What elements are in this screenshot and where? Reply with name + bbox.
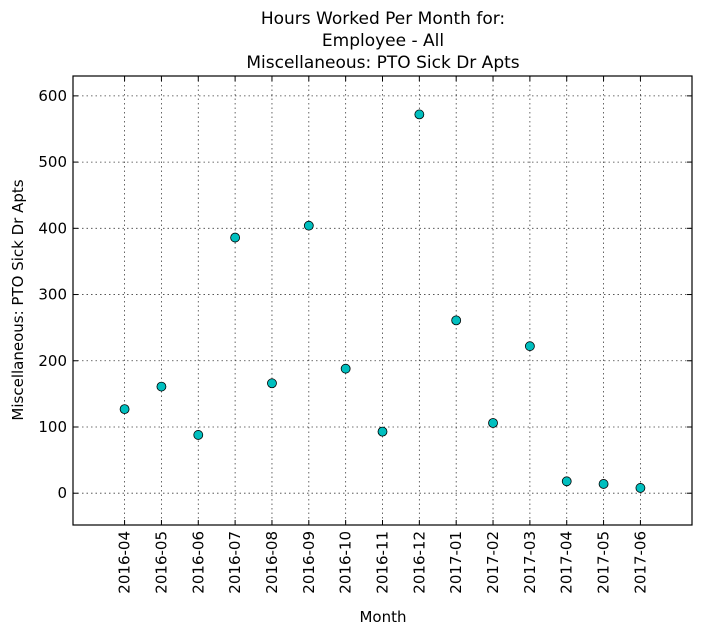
x-tick-label: 2016-05 <box>152 531 170 594</box>
chart-title: Hours Worked Per Month for: Employee - A… <box>246 9 519 73</box>
y-tick-label: 300 <box>38 286 67 304</box>
y-tick-label: 200 <box>38 352 67 370</box>
x-tick-label: 2016-07 <box>226 531 244 594</box>
y-tick-label: 400 <box>38 219 67 237</box>
y-tick-label: 0 <box>57 484 67 502</box>
data-points <box>119 109 646 493</box>
data-point <box>598 479 609 489</box>
data-point <box>561 476 572 487</box>
data-point <box>488 418 498 428</box>
data-point <box>156 381 167 392</box>
x-tick-label: 2016-08 <box>263 531 281 594</box>
x-tick-labels: 2016-04 2016-05 2016-06 2016-07 2016-08 2016-… <box>116 531 650 594</box>
chart-title-line-1: Hours Worked Per Month for: <box>261 9 505 29</box>
data-point <box>340 363 351 374</box>
data-point <box>230 232 241 243</box>
plot-frame <box>72 75 693 526</box>
data-point <box>119 404 130 415</box>
x-tick-label: 2017-03 <box>521 531 539 594</box>
x-tick-label: 2016-12 <box>410 531 428 594</box>
x-axis-label: Month <box>359 608 406 626</box>
x-tick-label: 2017-05 <box>595 531 613 594</box>
axis-ticks <box>73 76 692 525</box>
x-tick-label: 2017-01 <box>447 531 465 594</box>
chart-title-line-2: Employee - All <box>322 31 444 51</box>
data-point <box>377 426 388 437</box>
x-tick-label: 2016-11 <box>374 531 392 594</box>
chart-title-line-3: Miscellaneous: PTO Sick Dr Apts <box>246 53 519 73</box>
data-point <box>635 483 646 493</box>
x-tick-label: 2017-06 <box>631 531 649 594</box>
y-tick-labels: 0 100 200 300 400 500 600 <box>38 87 67 502</box>
x-tick-label: 2016-04 <box>116 531 134 594</box>
grid <box>73 76 692 525</box>
data-point <box>267 378 277 389</box>
y-tick-label: 100 <box>38 418 67 436</box>
x-tick-label: 2017-02 <box>484 531 502 594</box>
data-point <box>524 341 535 352</box>
x-tick-label: 2016-06 <box>189 531 207 594</box>
data-point <box>303 220 314 231</box>
data-point <box>451 315 462 326</box>
y-tick-label: 500 <box>38 153 67 171</box>
data-point <box>414 109 425 120</box>
y-tick-label: 600 <box>38 87 67 105</box>
x-tick-label: 2017-04 <box>558 531 576 594</box>
data-point <box>193 430 204 440</box>
y-axis-label: Miscellaneous: PTO Sick Dr Apts <box>9 179 27 420</box>
x-tick-label: 2016-10 <box>337 531 355 594</box>
x-tick-label: 2016-09 <box>300 531 318 594</box>
